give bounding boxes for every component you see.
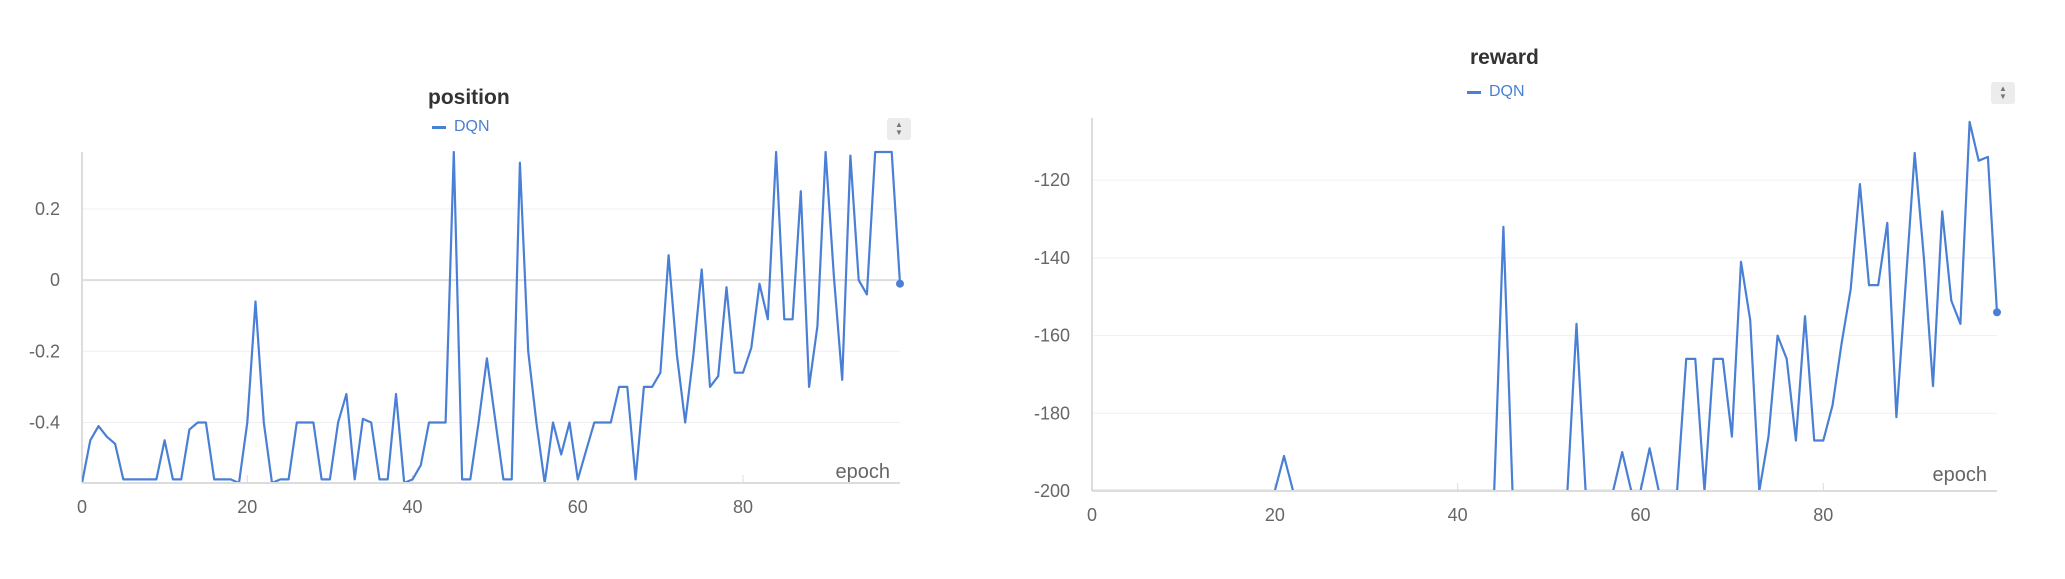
x-tick-label: 80	[1813, 505, 1833, 525]
position-chart-legend[interactable]: DQN	[432, 118, 490, 136]
x-tick-label: 40	[1448, 505, 1468, 525]
x-tick-label: 40	[402, 497, 422, 517]
y-tick-label: 0	[50, 270, 60, 290]
position-chart-sort-toggle[interactable]: ▲ ▼	[887, 118, 911, 140]
caret-down-icon: ▼	[895, 128, 903, 137]
legend-swatch	[432, 125, 446, 129]
legend-swatch	[1467, 90, 1481, 94]
position-chart-plot: -0.4 -0.2 0 0.2 0 20 40 60 80 epoch	[29, 150, 904, 517]
y-tick-label: -140	[1034, 248, 1070, 268]
legend-label-dqn: DQN	[1489, 83, 1525, 100]
y-tick-label: -180	[1034, 403, 1070, 423]
x-axis-label: epoch	[836, 461, 891, 483]
y-tick-label: -160	[1034, 326, 1070, 346]
position-chart-title: position	[428, 86, 510, 109]
y-tick-label: -0.4	[29, 412, 60, 432]
y-tick-label: 0.2	[35, 199, 60, 219]
caret-down-icon: ▼	[1999, 92, 2007, 101]
y-tick-label: -200	[1034, 481, 1070, 501]
series-line-dqn	[82, 150, 902, 483]
reward-chart-sort-toggle[interactable]: ▲ ▼	[1991, 82, 2015, 104]
x-tick-label: 60	[1630, 505, 1650, 525]
x-tick-label: 0	[77, 497, 87, 517]
reward-chart-plot: -200 -180 -160 -140 -120 0 20 40 60 80 epoch	[1034, 118, 2001, 525]
series-line-dqn	[1092, 120, 1999, 491]
reward-chart-panel: reward DQN ▲ ▼ -200 -180 -160 -140 -120 0 20 40…	[1000, 0, 2065, 579]
position-chart-panel: position DQN ▲ ▼ -0.4 -0.2 0 0.2 0 20 40 60 80 ep…	[0, 0, 1000, 579]
caret-up-icon: ▲	[1999, 84, 2007, 93]
y-tick-label: -120	[1034, 170, 1070, 190]
x-tick-label: 20	[237, 497, 257, 517]
reward-chart-title: reward	[1470, 46, 1539, 69]
x-tick-label: 0	[1087, 505, 1097, 525]
x-tick-label: 20	[1265, 505, 1285, 525]
y-tick-label: -0.2	[29, 341, 60, 361]
x-axis-label: epoch	[1933, 464, 1988, 486]
caret-up-icon: ▲	[895, 120, 903, 129]
x-tick-label: 60	[568, 497, 588, 517]
series-end-point	[896, 279, 904, 288]
series-end-point	[1993, 308, 2001, 317]
legend-label-dqn: DQN	[454, 118, 490, 135]
x-tick-label: 80	[733, 497, 753, 517]
reward-chart-legend[interactable]: DQN	[1467, 83, 1525, 101]
